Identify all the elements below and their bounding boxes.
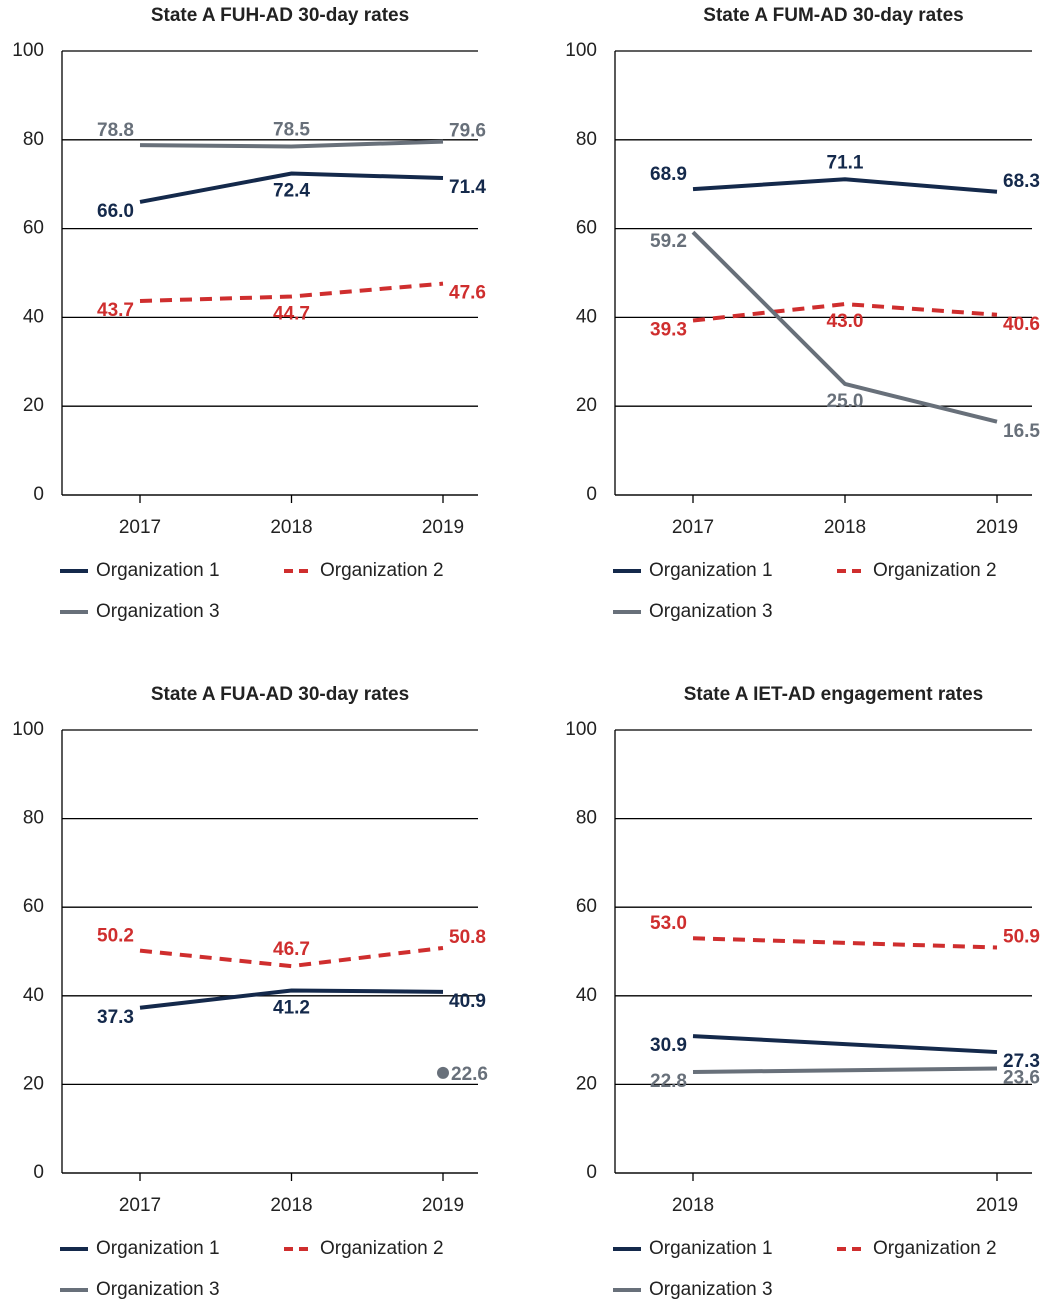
data-label: 71.1 [827, 152, 864, 173]
y-tick-label: 60 [23, 218, 44, 239]
y-tick-label: 100 [565, 719, 597, 740]
x-tick-label: 2018 [824, 517, 866, 538]
data-point [437, 1066, 449, 1079]
x-tick-label: 2017 [672, 517, 714, 538]
x-tick-label: 2017 [119, 517, 161, 538]
legend-label: Organization 2 [873, 1238, 997, 1259]
chart-title: State A FUA-AD 30-day rates [151, 684, 409, 705]
x-tick-label: 2018 [270, 517, 312, 538]
chart-title: State A FUM-AD 30-day rates [703, 5, 963, 26]
data-label: 53.0 [650, 913, 687, 934]
data-label: 78.8 [97, 120, 134, 141]
series-line [692, 177, 998, 194]
x-tick-label: 2017 [119, 1195, 161, 1216]
legend-label: Organization 1 [649, 560, 773, 581]
data-label: 40.6 [1003, 314, 1040, 335]
y-tick-label: 40 [576, 306, 597, 327]
y-tick-label: 40 [576, 985, 597, 1006]
data-label: 72.4 [273, 181, 310, 202]
y-tick-label: 40 [23, 985, 44, 1006]
x-tick-label: 2018 [672, 1195, 714, 1216]
data-label: 16.5 [1003, 421, 1040, 442]
data-label: 37.3 [97, 1007, 134, 1028]
y-tick-label: 60 [576, 896, 597, 917]
series-line [139, 139, 444, 149]
y-tick-label: 60 [576, 218, 597, 239]
data-label: 30.9 [650, 1035, 687, 1056]
y-tick-label: 0 [586, 484, 597, 505]
data-label: 43.0 [827, 311, 864, 332]
series-line [139, 988, 444, 1010]
chart-title: State A FUH-AD 30-day rates [151, 5, 409, 26]
y-tick-label: 0 [33, 1162, 44, 1183]
data-label: 66.0 [97, 201, 134, 222]
legend-label: Organization 2 [873, 560, 997, 581]
data-label: 44.7 [273, 304, 310, 325]
series-line [692, 1066, 998, 1074]
y-tick-label: 20 [23, 395, 44, 416]
data-label: 40.9 [449, 991, 486, 1012]
data-label: 47.6 [449, 283, 486, 304]
x-tick-label: 2019 [422, 1195, 464, 1216]
data-label: 39.3 [650, 320, 687, 341]
data-label: 79.6 [449, 121, 486, 142]
legend-label: Organization 1 [96, 1238, 220, 1259]
data-label: 27.3 [1003, 1051, 1040, 1072]
chart-title: State A IET-AD engagement rates [684, 684, 984, 705]
series-line [692, 302, 998, 323]
data-label: 46.7 [273, 939, 310, 960]
y-tick-label: 40 [23, 306, 44, 327]
data-label: 22.8 [650, 1071, 687, 1092]
x-tick-label: 2019 [976, 517, 1018, 538]
series-line [139, 945, 444, 969]
y-tick-label: 80 [23, 808, 44, 829]
y-tick-label: 20 [576, 395, 597, 416]
legend-label: Organization 1 [649, 1238, 773, 1259]
x-tick-label: 2019 [976, 1195, 1018, 1216]
legend-label: Organization 3 [96, 1279, 220, 1300]
x-tick-label: 2019 [422, 517, 464, 538]
data-label: 68.9 [650, 164, 687, 185]
data-label: 71.4 [449, 177, 486, 198]
y-tick-label: 100 [565, 40, 597, 61]
series-line [139, 171, 444, 204]
data-label: 50.8 [449, 927, 486, 948]
data-label: 41.2 [273, 997, 310, 1018]
y-tick-label: 80 [576, 129, 597, 150]
data-label: 23.6 [1003, 1067, 1040, 1088]
data-label: 78.5 [273, 119, 310, 140]
legend-label: Organization 1 [96, 560, 220, 581]
data-label: 25.0 [827, 391, 864, 412]
data-label: 59.2 [650, 231, 687, 252]
series-line [691, 230, 998, 424]
data-label: 50.9 [1003, 927, 1040, 948]
data-label: 22.6 [451, 1064, 488, 1085]
y-tick-label: 20 [576, 1073, 597, 1094]
legend-label: Organization 3 [649, 1279, 773, 1300]
series-line [692, 1034, 998, 1055]
series-line [692, 936, 998, 950]
legend-label: Organization 2 [320, 560, 444, 581]
data-label: 43.7 [97, 300, 134, 321]
y-tick-label: 20 [23, 1073, 44, 1094]
data-label: 68.3 [1003, 171, 1040, 192]
y-tick-label: 100 [12, 719, 44, 740]
y-tick-label: 100 [12, 40, 44, 61]
y-tick-label: 80 [23, 129, 44, 150]
legend-label: Organization 2 [320, 1238, 444, 1259]
y-tick-label: 80 [576, 808, 597, 829]
y-tick-label: 0 [33, 484, 44, 505]
data-label: 50.2 [97, 926, 134, 947]
legend-label: Organization 3 [96, 601, 220, 622]
y-tick-label: 60 [23, 896, 44, 917]
series-line [139, 281, 444, 303]
y-tick-label: 0 [586, 1162, 597, 1183]
x-tick-label: 2018 [270, 1195, 312, 1216]
legend-label: Organization 3 [649, 601, 773, 622]
